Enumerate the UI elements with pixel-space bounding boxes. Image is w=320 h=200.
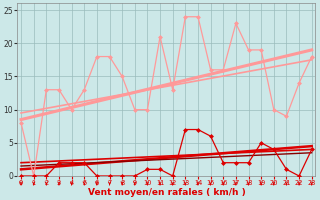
X-axis label: Vent moyen/en rafales ( km/h ): Vent moyen/en rafales ( km/h ) — [87, 188, 245, 197]
